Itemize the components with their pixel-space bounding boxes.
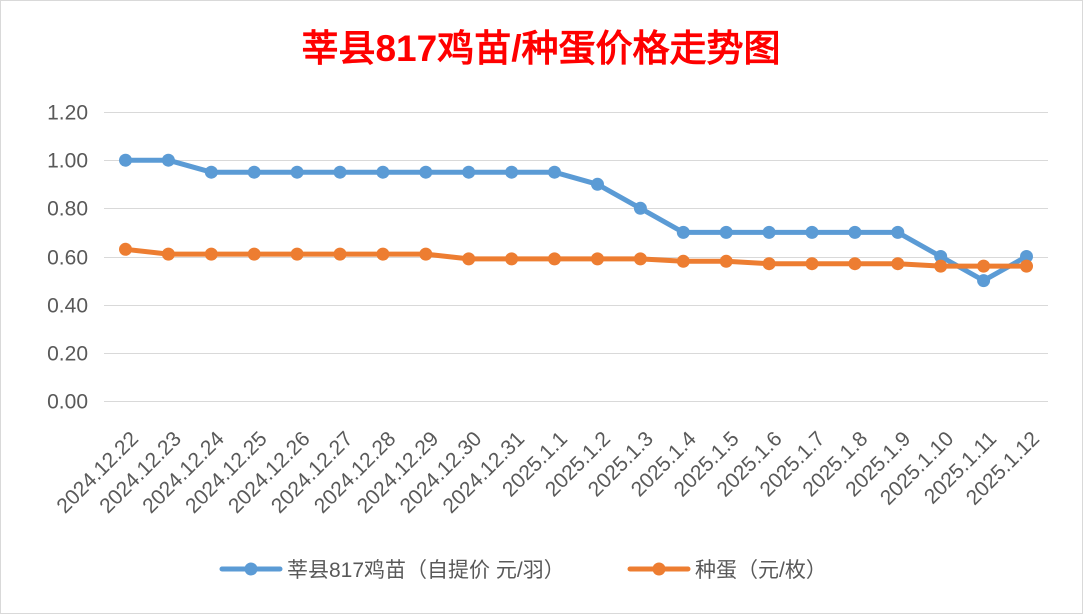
- chick-price-point: [1020, 250, 1033, 263]
- egg-price-point: [762, 257, 776, 271]
- chick-price-point: [548, 165, 561, 179]
- egg-price-point: [419, 247, 433, 261]
- y-tick-label: 0.20: [47, 343, 88, 366]
- y-tick-label: 1.00: [47, 150, 88, 173]
- legend-item-egg-price: 种蛋（元/枚）: [627, 559, 827, 582]
- egg-price-point: [848, 257, 862, 271]
- chick-price-line: [123, 157, 1029, 284]
- chick-price-point: [419, 165, 433, 179]
- legend-marker-egg-price: [652, 562, 666, 576]
- chick-price-point: [247, 165, 261, 179]
- chick-price-point: [462, 165, 476, 179]
- legend-item-chick-price: 莘县817鸡苗（自提价 元/羽）: [219, 559, 565, 582]
- legend-label-egg-price: 种蛋（元/枚）: [695, 559, 827, 582]
- y-tick-label: 0.80: [47, 198, 88, 221]
- chick-price-point: [977, 274, 991, 288]
- chart-title: 莘县817鸡苗/种蛋价格走势图: [301, 28, 780, 69]
- chick-price-point: [204, 165, 218, 179]
- gridlines: [104, 112, 1048, 402]
- chick-price-point: [762, 225, 776, 239]
- legend-marker-chick-price: [244, 562, 258, 576]
- chick-price-point: [333, 165, 347, 179]
- chick-price-point: [161, 153, 175, 167]
- egg-price-line: [123, 246, 1029, 269]
- legend: 莘县817鸡苗（自提价 元/羽） 种蛋（元/枚）: [219, 559, 827, 582]
- chick-price-point: [934, 250, 948, 263]
- chick-price-point: [633, 201, 647, 215]
- egg-price-point: [204, 247, 218, 261]
- y-tick-label: 1.20: [47, 102, 88, 125]
- chick-price-series: [119, 153, 1033, 288]
- egg-price-point: [591, 252, 604, 266]
- chick-price-point: [119, 153, 132, 167]
- egg-price-point: [161, 247, 175, 261]
- y-tick-label: 0.40: [47, 295, 88, 318]
- legend-label-chick-price: 莘县817鸡苗（自提价 元/羽）: [287, 559, 565, 582]
- y-axis-tick-labels: 0.00 0.20 0.40 0.60 0.80 1.00 1.20: [47, 102, 88, 414]
- chick-price-point: [591, 177, 604, 191]
- egg-price-point: [719, 254, 733, 268]
- chick-price-point: [848, 225, 862, 239]
- egg-price-point: [891, 257, 905, 271]
- egg-price-series: [119, 242, 1033, 273]
- egg-price-point: [548, 252, 561, 266]
- chick-price-point: [719, 225, 733, 239]
- egg-price-point: [1020, 259, 1033, 273]
- chick-price-point: [376, 165, 390, 179]
- series-layer: [119, 153, 1033, 288]
- chick-price-point: [290, 165, 304, 179]
- y-tick-label: 0.00: [47, 391, 88, 414]
- egg-price-point: [676, 254, 690, 268]
- chick-price-point: [891, 225, 905, 239]
- chick-price-point: [676, 225, 690, 239]
- y-tick-label: 0.60: [47, 247, 88, 270]
- egg-price-point: [290, 247, 304, 261]
- chick-price-point: [505, 165, 519, 179]
- chick-price-point: [805, 225, 819, 239]
- egg-price-point: [633, 252, 647, 266]
- egg-price-point: [247, 247, 261, 261]
- egg-price-point: [376, 247, 390, 261]
- egg-price-point: [462, 252, 476, 266]
- egg-price-point: [934, 259, 948, 273]
- egg-price-point: [333, 247, 347, 261]
- egg-price-point: [977, 259, 991, 273]
- egg-price-point: [119, 242, 132, 256]
- egg-price-point: [805, 257, 819, 271]
- egg-price-point: [505, 252, 519, 266]
